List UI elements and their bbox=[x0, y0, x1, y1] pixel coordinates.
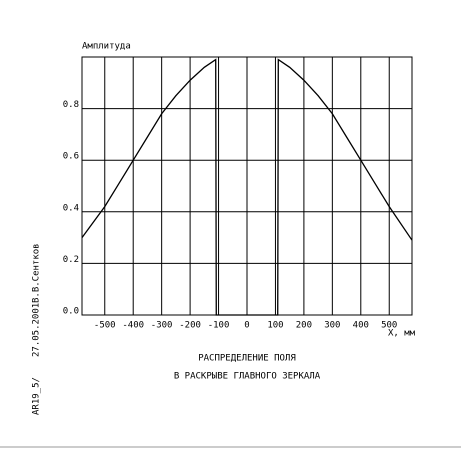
y-tick-label: 0.2 bbox=[63, 255, 79, 265]
y-tick-label: 0.8 bbox=[63, 100, 79, 110]
side-note: 27.05.2001 bbox=[32, 303, 42, 357]
y-axis-label: Амплитуда bbox=[82, 42, 131, 52]
x-tick-label: -100 bbox=[208, 321, 230, 331]
x-tick-label: 200 bbox=[296, 321, 312, 331]
x-tick-label: -500 bbox=[94, 321, 116, 331]
x-tick-label: 500 bbox=[381, 321, 397, 331]
line-series bbox=[81, 58, 413, 316]
x-tick-label: 100 bbox=[267, 321, 283, 331]
chart-title: РАСПРЕДЕЛЕНИЕ ПОЛЯ bbox=[198, 354, 296, 364]
y-tick-label: 0.0 bbox=[63, 307, 79, 317]
x-tick-label: 400 bbox=[353, 321, 369, 331]
x-tick-label: -200 bbox=[179, 321, 201, 331]
side-notes: AR19_5/ 27.05.2001 В.В.Сентков bbox=[32, 243, 42, 415]
x-tick-label: -400 bbox=[122, 321, 144, 331]
x-tick-label: 0 bbox=[244, 321, 249, 331]
y-tick-label: 0.4 bbox=[63, 203, 79, 213]
x-tick-label: -300 bbox=[151, 321, 173, 331]
side-note: В.В.Сентков bbox=[32, 243, 42, 303]
x-axis-label: X, мм bbox=[388, 329, 416, 339]
side-note: AR19_5/ bbox=[32, 377, 42, 415]
x-tick-label: 300 bbox=[324, 321, 340, 331]
y-tick-label: 0.6 bbox=[63, 152, 79, 162]
chart-title: В РАСКРЫВЕ ГЛАВНОГО ЗЕРКАЛА bbox=[174, 372, 321, 382]
